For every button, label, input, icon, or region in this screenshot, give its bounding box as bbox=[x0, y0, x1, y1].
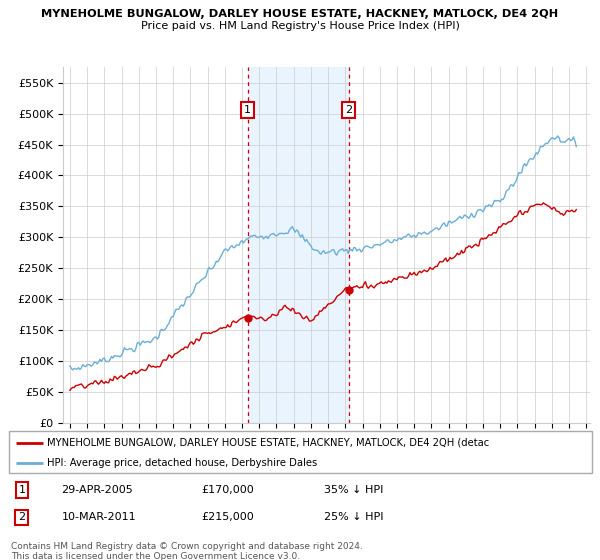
Text: 35% ↓ HPI: 35% ↓ HPI bbox=[324, 485, 383, 495]
Text: 25% ↓ HPI: 25% ↓ HPI bbox=[324, 512, 383, 522]
Text: 2: 2 bbox=[18, 512, 25, 522]
Text: 2: 2 bbox=[345, 105, 352, 115]
Text: 29-APR-2005: 29-APR-2005 bbox=[61, 485, 133, 495]
Text: Contains HM Land Registry data © Crown copyright and database right 2024.
This d: Contains HM Land Registry data © Crown c… bbox=[11, 542, 362, 560]
Text: HPI: Average price, detached house, Derbyshire Dales: HPI: Average price, detached house, Derb… bbox=[47, 458, 317, 468]
Text: MYNEHOLME BUNGALOW, DARLEY HOUSE ESTATE, HACKNEY, MATLOCK, DE4 2QH: MYNEHOLME BUNGALOW, DARLEY HOUSE ESTATE,… bbox=[41, 9, 559, 19]
Text: 1: 1 bbox=[244, 105, 251, 115]
Bar bbox=[248, 67, 349, 423]
Text: 1: 1 bbox=[19, 485, 25, 495]
Text: Price paid vs. HM Land Registry's House Price Index (HPI): Price paid vs. HM Land Registry's House … bbox=[140, 21, 460, 31]
Text: £215,000: £215,000 bbox=[202, 512, 254, 522]
Text: MYNEHOLME BUNGALOW, DARLEY HOUSE ESTATE, HACKNEY, MATLOCK, DE4 2QH (detac: MYNEHOLME BUNGALOW, DARLEY HOUSE ESTATE,… bbox=[47, 437, 489, 447]
Text: 10-MAR-2011: 10-MAR-2011 bbox=[61, 512, 136, 522]
Text: £170,000: £170,000 bbox=[202, 485, 254, 495]
FancyBboxPatch shape bbox=[9, 431, 592, 473]
